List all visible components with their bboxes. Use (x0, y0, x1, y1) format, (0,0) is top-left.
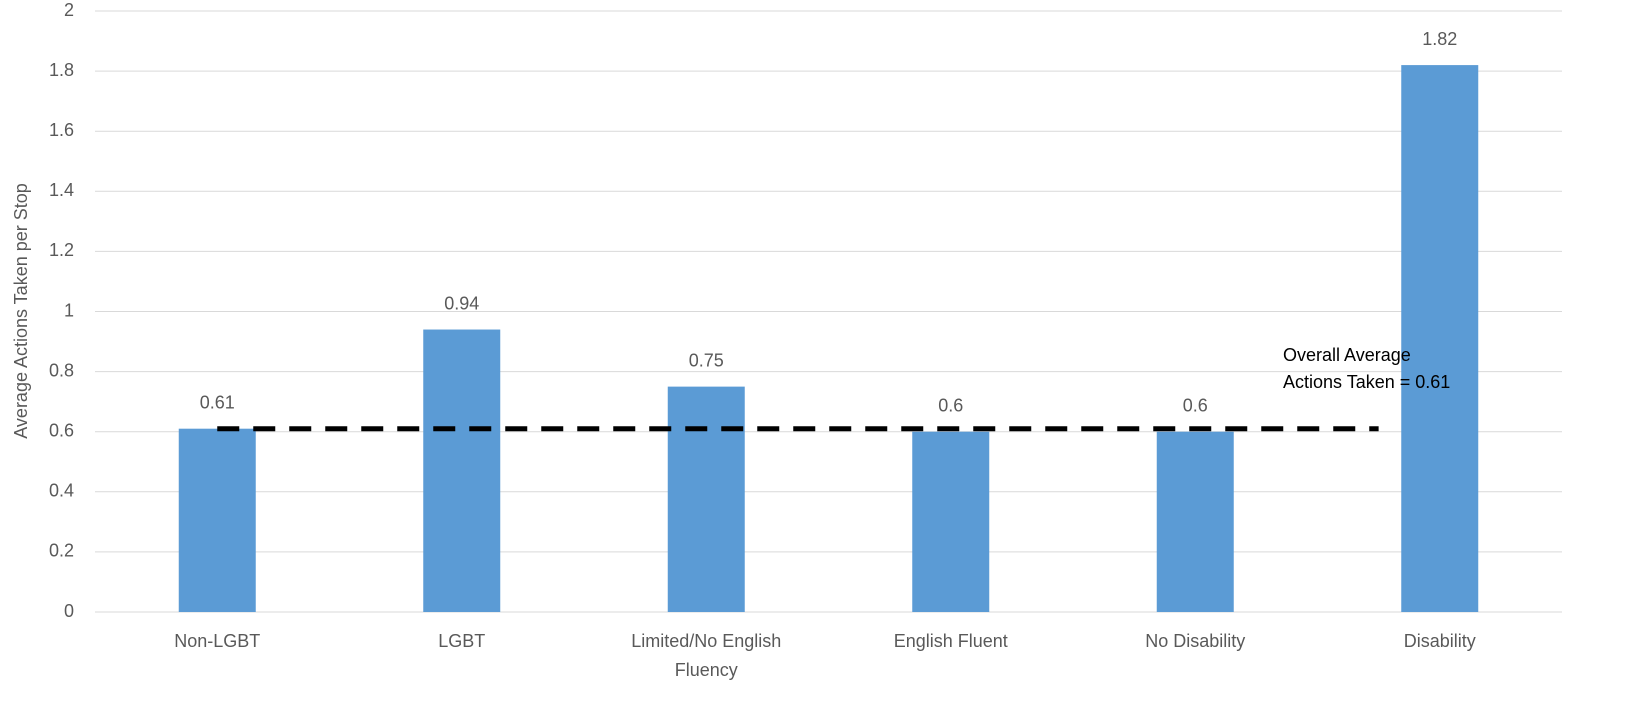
x-tick-label: English Fluent (894, 631, 1008, 651)
bar (1401, 65, 1479, 613)
y-axis-label: Average Actions Taken per Stop (11, 183, 31, 439)
x-tick-label: Non-LGBT (174, 631, 260, 651)
value-label: 0.61 (200, 392, 235, 412)
bar (912, 431, 990, 612)
bar (1156, 431, 1234, 612)
y-tick-label: 1.4 (49, 180, 74, 200)
y-tick-label: 0.8 (49, 360, 74, 380)
x-tick-label: No Disability (1145, 631, 1245, 651)
x-tick-label: LGBT (438, 631, 485, 651)
x-tick-label: Disability (1404, 631, 1476, 651)
y-tick-label: 0.6 (49, 420, 74, 440)
value-label: 0.6 (938, 395, 963, 415)
value-label: 0.75 (689, 350, 724, 370)
bar (423, 329, 501, 612)
y-tick-label: 0 (64, 601, 74, 621)
y-tick-label: 0.4 (49, 481, 74, 501)
x-tick-label: Limited/No English Fluency (631, 631, 781, 680)
value-label: 1.82 (1422, 29, 1457, 49)
value-label: 0.94 (444, 293, 479, 313)
annotation: Overall Average (1283, 345, 1411, 365)
bar (178, 428, 256, 612)
y-tick-label: 2 (64, 0, 74, 20)
y-tick-label: 1.2 (49, 240, 74, 260)
annotation: Actions Taken = 0.61 (1283, 372, 1450, 392)
bar (667, 386, 745, 612)
y-tick-label: 1.8 (49, 60, 74, 80)
value-label: 0.6 (1183, 395, 1208, 415)
y-tick-label: 0.2 (49, 541, 74, 561)
y-tick-label: 1 (64, 300, 74, 320)
y-tick-label: 1.6 (49, 120, 74, 140)
